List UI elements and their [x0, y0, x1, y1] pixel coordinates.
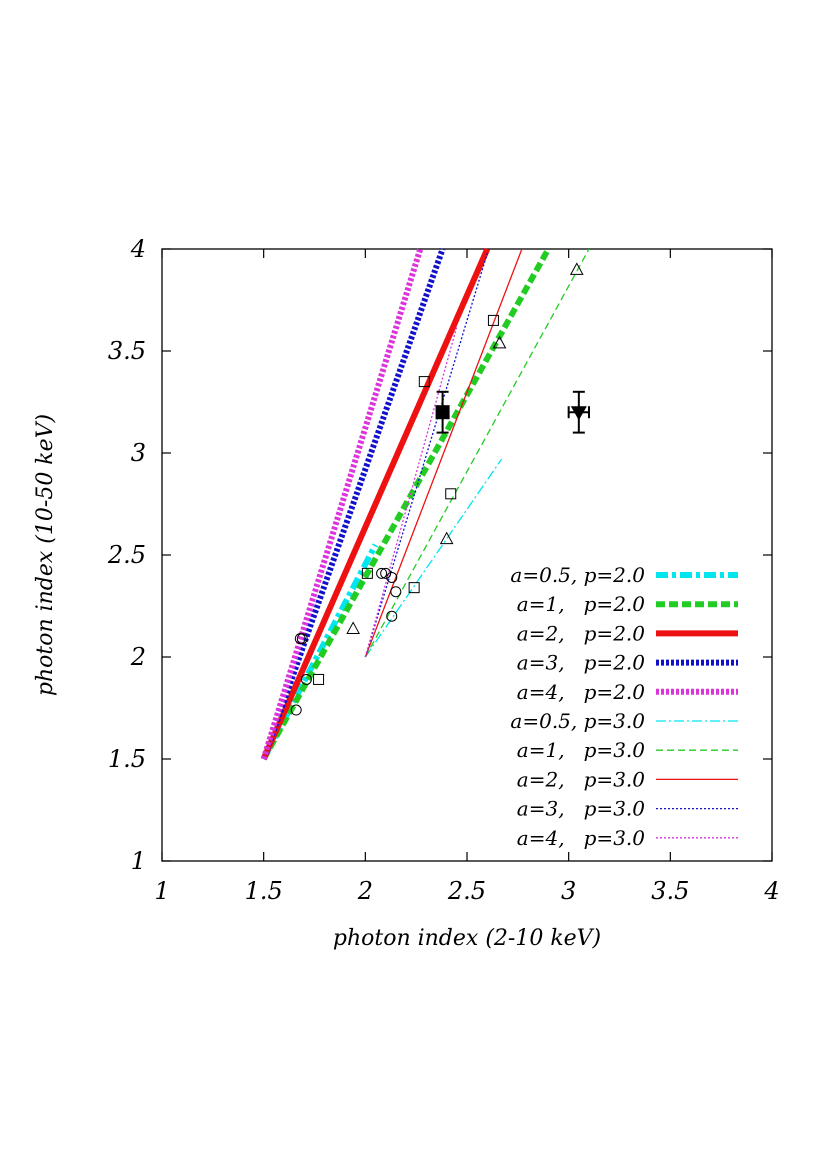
square-marker [418, 376, 430, 388]
circle-marker [296, 633, 308, 645]
series-line-6 [364, 248, 590, 658]
x-tick-label: 1.5 [245, 877, 283, 905]
legend-label: a=2, p=3.0 [517, 767, 645, 791]
y-tick-label: 4 [130, 235, 146, 263]
y-tick-label: 2.5 [107, 541, 146, 569]
series-line-9 [364, 326, 458, 658]
x-tick-label: 4 [763, 877, 779, 905]
circle-marker [386, 610, 398, 622]
circle-marker [380, 567, 392, 579]
x-tick-label: 2 [357, 877, 373, 905]
x-tick-label: 2.5 [447, 877, 486, 905]
triangle-marker [492, 335, 507, 349]
y-tick-label: 1 [131, 847, 146, 875]
series-line-1 [261, 247, 551, 761]
y-tick-label: 3 [131, 439, 146, 467]
legend-label: a=1, p=3.0 [517, 738, 645, 762]
legend-label: a=1, p=2.0 [517, 592, 645, 616]
circle-marker [386, 571, 398, 583]
square-marker [408, 582, 420, 594]
y-tick-label: 1.5 [108, 745, 146, 773]
legend-label: a=2, p=2.0 [517, 621, 645, 645]
legend-label: a=4, p=3.0 [517, 826, 645, 850]
x-tick-label: 1 [154, 877, 169, 905]
legend-label: a=0.5, p=2.0 [510, 563, 645, 587]
x-tick-label: 3.5 [651, 877, 689, 905]
circle-marker [376, 567, 388, 579]
y-axis-label: photon index (10-50 keV) [33, 414, 58, 696]
legend: a=0.5, p=2.0 a=1, p=2.0 a=2, p=2.0 a=3, p=2… [510, 563, 738, 850]
triangle-marker [569, 262, 584, 275]
circle-marker [390, 586, 402, 598]
observed-triangle-marker [570, 406, 587, 421]
legend-label: a=3, p=2.0 [517, 651, 645, 675]
circle-marker [300, 673, 312, 685]
square-marker [313, 673, 325, 685]
x-axis-label: photon index (2-10 keV) [333, 926, 601, 951]
circle-marker [290, 704, 302, 716]
square-marker [361, 567, 373, 579]
triangle-marker [439, 531, 454, 545]
observed-points [435, 390, 590, 434]
legend-label: a=4, p=2.0 [517, 680, 645, 704]
series-line-5 [364, 458, 503, 658]
triangle-marker [346, 621, 360, 634]
legend-label: a=0.5, p=3.0 [510, 709, 645, 733]
series-line-4 [260, 248, 424, 760]
y-tick-label: 3.5 [108, 337, 146, 365]
legend-label: a=3, p=3.0 [517, 797, 645, 821]
markers [290, 262, 584, 716]
observed-square-marker [435, 405, 450, 420]
axes: 1 1.5 2 2.5 3 3.5 4 1 1.5 2 2.5 3 3.5 4 photon index (… [33, 235, 780, 951]
series-lines [260, 247, 590, 761]
x-tick-label: 3 [561, 877, 576, 905]
square-marker [487, 314, 499, 326]
series-line-2 [260, 247, 491, 761]
y-tick-label: 2 [130, 643, 146, 671]
square-marker [445, 488, 457, 500]
series-line-3 [260, 248, 446, 760]
